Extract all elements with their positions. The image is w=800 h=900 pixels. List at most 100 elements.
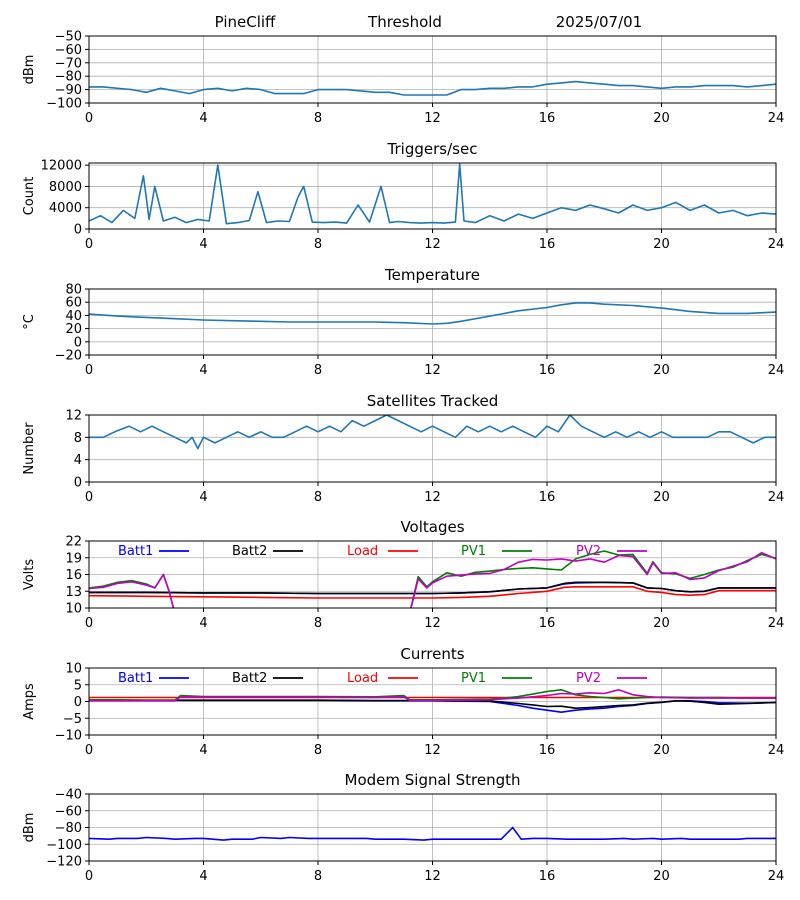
y-tick-label: 4000	[49, 201, 82, 216]
y-tick-label: 8	[74, 431, 82, 446]
header-site: PineCliff	[215, 13, 276, 31]
x-tick-label: 24	[768, 237, 785, 252]
legend-label: Batt2	[232, 544, 267, 559]
y-tick-label: 19	[65, 551, 82, 566]
chart-panel-2: 0 4 8 12 16 20 24 0 4000 8000 12000 Triggers/sec Cou…	[22, 140, 784, 252]
x-tick-label: 8	[314, 111, 322, 126]
legend-label: Load	[347, 671, 378, 686]
x-tick-label: 24	[768, 490, 785, 505]
y-tick-label: 0	[74, 335, 82, 350]
y-tick-label: −40	[55, 788, 82, 803]
panel-title: Temperature	[384, 266, 480, 284]
x-tick-label: 20	[653, 869, 670, 884]
x-tick-label: 0	[85, 237, 93, 252]
x-tick-label: 16	[539, 490, 556, 505]
y-tick-label: −10	[55, 729, 82, 744]
y-axis-label: dBm	[22, 813, 37, 843]
x-tick-label: 16	[539, 616, 556, 631]
x-tick-label: 16	[539, 237, 556, 252]
series-line	[89, 302, 776, 325]
x-tick-label: 16	[539, 869, 556, 884]
x-tick-label: 24	[768, 363, 785, 378]
y-tick-label: −70	[55, 56, 82, 71]
x-tick-label: 8	[314, 869, 322, 884]
y-tick-label: 60	[65, 296, 82, 311]
x-tick-label: 24	[768, 869, 785, 884]
x-tick-label: 8	[314, 743, 322, 758]
y-axis-label: Amps	[22, 683, 37, 720]
legend-label: PV2	[576, 671, 601, 686]
legend-label: PV1	[461, 544, 486, 559]
x-tick-label: 8	[314, 616, 322, 631]
y-tick-label: −80	[55, 70, 82, 85]
x-tick-label: 0	[85, 490, 93, 505]
x-tick-label: 20	[653, 111, 670, 126]
y-tick-label: 0	[74, 476, 82, 491]
y-tick-label: −60	[55, 43, 82, 58]
x-tick-label: 4	[199, 490, 207, 505]
y-tick-label: 16	[65, 568, 82, 583]
y-tick-label: −60	[55, 804, 82, 819]
x-tick-label: 24	[768, 743, 785, 758]
y-tick-label: 80	[65, 283, 82, 298]
chart-panel-6: 0 4 8 12 16 20 24 −10 −5 0 510 Currents Amps Batt1 Bat…	[22, 645, 784, 758]
x-tick-label: 12	[424, 111, 441, 126]
y-axis-label: dBm	[22, 55, 37, 85]
series-line-pv2	[89, 688, 776, 702]
series-line-batt2	[89, 581, 776, 595]
header-date: 2025/07/01	[556, 13, 642, 31]
y-tick-label: −50	[55, 30, 82, 45]
x-tick-label: 12	[424, 490, 441, 505]
y-axis-label: Number	[22, 422, 37, 475]
series-line	[89, 415, 776, 450]
y-tick-label: 10	[65, 602, 82, 617]
panel-title: Modem Signal Strength	[345, 771, 521, 789]
y-tick-label: 0	[74, 695, 82, 710]
y-tick-label: −120	[46, 855, 82, 870]
y-axis-label: Count	[22, 177, 37, 216]
x-tick-label: 20	[653, 237, 670, 252]
y-tick-label: 10	[65, 662, 82, 677]
panel-title: Triggers/sec	[387, 140, 478, 158]
x-tick-label: 8	[314, 237, 322, 252]
legend-label: Batt1	[118, 544, 153, 559]
legend-label: Load	[347, 544, 378, 559]
y-tick-label: −100	[46, 97, 82, 112]
legend-label: PV2	[576, 544, 601, 559]
y-tick-label: −5	[63, 712, 82, 727]
y-tick-label: 5	[74, 678, 82, 693]
y-axis-label: °C	[22, 314, 37, 330]
y-tick-label: −80	[55, 821, 82, 836]
y-tick-label: 4	[74, 453, 82, 468]
y-tick-label: 13	[65, 585, 82, 600]
legend-label: Batt2	[232, 671, 267, 686]
x-tick-label: 0	[85, 111, 93, 126]
series-line	[89, 826, 776, 841]
x-tick-label: 4	[199, 111, 207, 126]
x-tick-label: 4	[199, 363, 207, 378]
x-tick-label: 20	[653, 743, 670, 758]
x-tick-label: 24	[768, 111, 785, 126]
x-tick-label: 4	[199, 743, 207, 758]
y-tick-label: 8000	[49, 180, 82, 195]
y-tick-label: −20	[55, 349, 82, 364]
x-tick-label: 4	[199, 616, 207, 631]
y-tick-label: 22	[65, 535, 82, 550]
y-tick-label: −100	[46, 838, 82, 853]
y-tick-label: 20	[65, 322, 82, 337]
x-tick-label: 12	[424, 363, 441, 378]
x-tick-label: 24	[768, 616, 785, 631]
x-tick-label: 0	[85, 743, 93, 758]
x-tick-label: 20	[653, 616, 670, 631]
x-tick-label: 0	[85, 869, 93, 884]
x-tick-label: 12	[424, 869, 441, 884]
x-tick-label: 8	[314, 363, 322, 378]
x-tick-label: 0	[85, 616, 93, 631]
x-tick-label: 20	[653, 363, 670, 378]
y-tick-label: 12	[65, 409, 82, 424]
legend-label: Batt1	[118, 671, 153, 686]
panel-title: Currents	[400, 645, 464, 663]
